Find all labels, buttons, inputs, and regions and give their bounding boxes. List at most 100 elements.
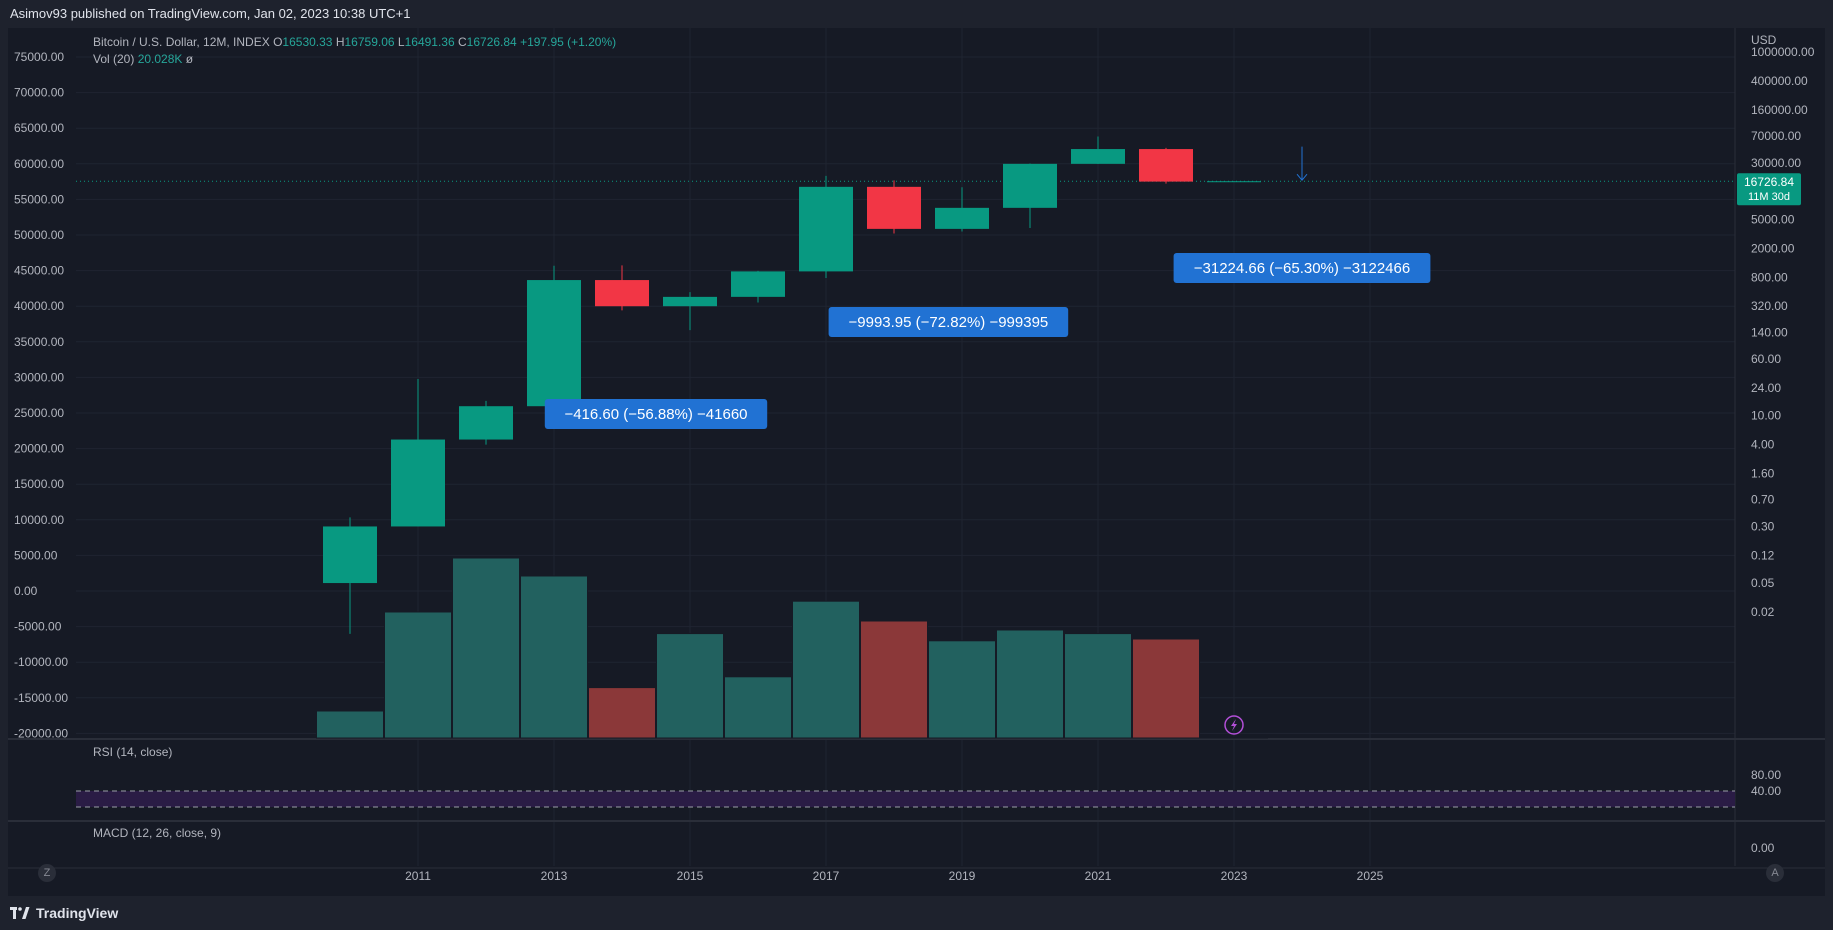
right-axis-tick-label: 0.12 bbox=[1751, 548, 1775, 562]
chart-svg[interactable]: 75000.00 70000.00 65000.00 60000.00 55000.00… bbox=[8, 28, 1825, 896]
left-axis-tick-label: 25000.00 bbox=[14, 406, 64, 420]
x-axis-tick-label: 2011 bbox=[405, 869, 431, 883]
current-price-badge-countdown: 11M 30d bbox=[1748, 191, 1790, 203]
rsi-band bbox=[76, 791, 1735, 807]
x-axis-tick-label: 2021 bbox=[1085, 869, 1112, 883]
left-axis-tick-label: 30000.00 bbox=[14, 370, 64, 384]
volume-bar bbox=[656, 633, 724, 739]
lightning-icon bbox=[1231, 719, 1237, 731]
legend-vol-label: Vol (20) bbox=[93, 52, 135, 66]
macd-pane-title: MACD (12, 26, close, 9) bbox=[93, 826, 222, 840]
right-axis-tick-label: 70000.00 bbox=[1751, 129, 1801, 143]
x-axis-tick-label: 2017 bbox=[813, 869, 840, 883]
legend-low: 16491.36 bbox=[404, 35, 455, 49]
candle-body bbox=[1139, 149, 1193, 182]
current-price-badge bbox=[1737, 173, 1801, 206]
volume-bar bbox=[928, 640, 996, 739]
candle-body bbox=[935, 207, 989, 229]
candle-body bbox=[799, 186, 853, 272]
measure-annotation-text: −9993.95 (−72.82%) −999395 bbox=[849, 314, 1049, 331]
legend-ohlc-row: Bitcoin / U.S. Dollar, 12M, INDEX O16530… bbox=[93, 34, 616, 51]
left-axis-tick-label: 60000.00 bbox=[14, 157, 64, 171]
macd-zero-label: 0.00 bbox=[1751, 841, 1775, 855]
left-axis-tick-label: -10000.00 bbox=[14, 655, 68, 669]
publisher-header: Asimov93 published on TradingView.com, J… bbox=[0, 0, 1833, 28]
candle-body bbox=[323, 526, 377, 584]
volume-bar bbox=[316, 710, 384, 739]
zoom-reset-button[interactable]: Z bbox=[38, 864, 56, 882]
right-axis-tick-label: 400000.00 bbox=[1751, 74, 1808, 88]
volume-bar bbox=[724, 676, 792, 739]
rsi-lower-label: 40.00 bbox=[1751, 784, 1781, 798]
left-axis-tick-label: 65000.00 bbox=[14, 121, 64, 135]
current-price-badge-value: 16726.84 bbox=[1744, 175, 1794, 189]
dividend-event-icon bbox=[1224, 715, 1244, 735]
projection-arrowhead bbox=[1296, 173, 1308, 182]
rsi-upper-label: 80.00 bbox=[1751, 768, 1781, 782]
left-axis-tick-label: 40000.00 bbox=[14, 299, 64, 313]
candle-body bbox=[595, 280, 649, 307]
measure-annotation-box bbox=[828, 307, 1069, 337]
left-axis-tick-label: 20000.00 bbox=[14, 442, 64, 456]
candle-body bbox=[459, 406, 513, 440]
legend-high: 16759.06 bbox=[344, 35, 395, 49]
left-axis-tick-label: 50000.00 bbox=[14, 228, 64, 242]
tradingview-logo[interactable]: TradingView bbox=[10, 904, 118, 922]
left-axis-tick-label: 10000.00 bbox=[14, 513, 64, 527]
volume-bar bbox=[1132, 638, 1200, 739]
left-axis-tick-label: -20000.00 bbox=[14, 726, 68, 740]
volume-bar bbox=[792, 600, 860, 739]
volume-bar bbox=[860, 620, 928, 739]
candle-body bbox=[391, 439, 445, 527]
volume-bar bbox=[1200, 736, 1268, 739]
legend-c-label: C bbox=[458, 35, 467, 49]
measure-annotation-box bbox=[1173, 253, 1431, 283]
chart-area[interactable]: 75000.00 70000.00 65000.00 60000.00 55000.00… bbox=[8, 28, 1825, 896]
right-axis-tick-label: 0.70 bbox=[1751, 493, 1775, 507]
right-axis-tick-label: 60.00 bbox=[1751, 352, 1781, 366]
legend-change: +197.95 (+1.20%) bbox=[520, 35, 617, 49]
measure-annotation-text: −31224.66 (−65.30%) −3122466 bbox=[1194, 260, 1410, 277]
left-axis-tick-label: 0.00 bbox=[14, 584, 38, 598]
candle-body bbox=[1207, 181, 1261, 183]
candle-body bbox=[1071, 149, 1125, 164]
right-axis-tick-label: 24.00 bbox=[1751, 381, 1781, 395]
legend-symbol: Bitcoin / U.S. Dollar, 12M, INDEX bbox=[93, 35, 270, 49]
right-axis-tick-label: 1000000.00 bbox=[1751, 45, 1815, 59]
candle-body bbox=[867, 186, 921, 229]
right-axis-tick-label: 2000.00 bbox=[1751, 241, 1795, 255]
candle-body bbox=[731, 271, 785, 297]
left-axis-tick-label: 55000.00 bbox=[14, 192, 64, 206]
right-axis-tick-label: 5000.00 bbox=[1751, 212, 1795, 226]
left-axis-tick-label: 35000.00 bbox=[14, 335, 64, 349]
publisher-text: Asimov93 published on TradingView.com, J… bbox=[10, 6, 411, 21]
legend-vol-extra: ø bbox=[185, 52, 194, 66]
tradingview-brand: TradingView bbox=[36, 905, 119, 921]
auto-scale-button[interactable]: A bbox=[1766, 864, 1784, 882]
legend-o-label: O bbox=[273, 35, 283, 49]
right-axis-tick-label: 0.30 bbox=[1751, 519, 1775, 533]
legend-l-label: L bbox=[397, 35, 405, 49]
legend-close: 16726.84 bbox=[466, 35, 517, 49]
left-axis-tick-label: 75000.00 bbox=[14, 50, 64, 64]
legend-vol-value: 20.028K bbox=[137, 52, 183, 66]
symbol-legend: Bitcoin / U.S. Dollar, 12M, INDEX O16530… bbox=[93, 34, 616, 68]
right-axis-tick-label: 4.00 bbox=[1751, 438, 1775, 452]
left-axis-tick-label: 5000.00 bbox=[14, 548, 58, 562]
right-axis-tick-label: 1.60 bbox=[1751, 467, 1775, 481]
x-axis-tick-label: 2015 bbox=[677, 869, 704, 883]
right-axis-tick-label: 0.05 bbox=[1751, 576, 1775, 590]
legend-volume-row: Vol (20) 20.028K ø bbox=[93, 51, 616, 68]
candle-body bbox=[527, 280, 581, 407]
candle-body bbox=[663, 296, 717, 307]
volume-bar bbox=[996, 629, 1064, 739]
left-axis-tick-label: 15000.00 bbox=[14, 477, 64, 491]
x-axis-tick-label: 2023 bbox=[1221, 869, 1248, 883]
measure-annotation-text: −416.60 (−56.88%) −41660 bbox=[564, 406, 747, 423]
left-axis-tick-label: 45000.00 bbox=[14, 264, 64, 278]
right-axis-tick-label: 0.02 bbox=[1751, 605, 1775, 619]
x-axis-tick-label: 2025 bbox=[1357, 869, 1384, 883]
rsi-pane-title: RSI (14, close) bbox=[93, 745, 173, 759]
right-axis-currency: USD bbox=[1751, 33, 1777, 47]
volume-bar bbox=[520, 575, 588, 739]
